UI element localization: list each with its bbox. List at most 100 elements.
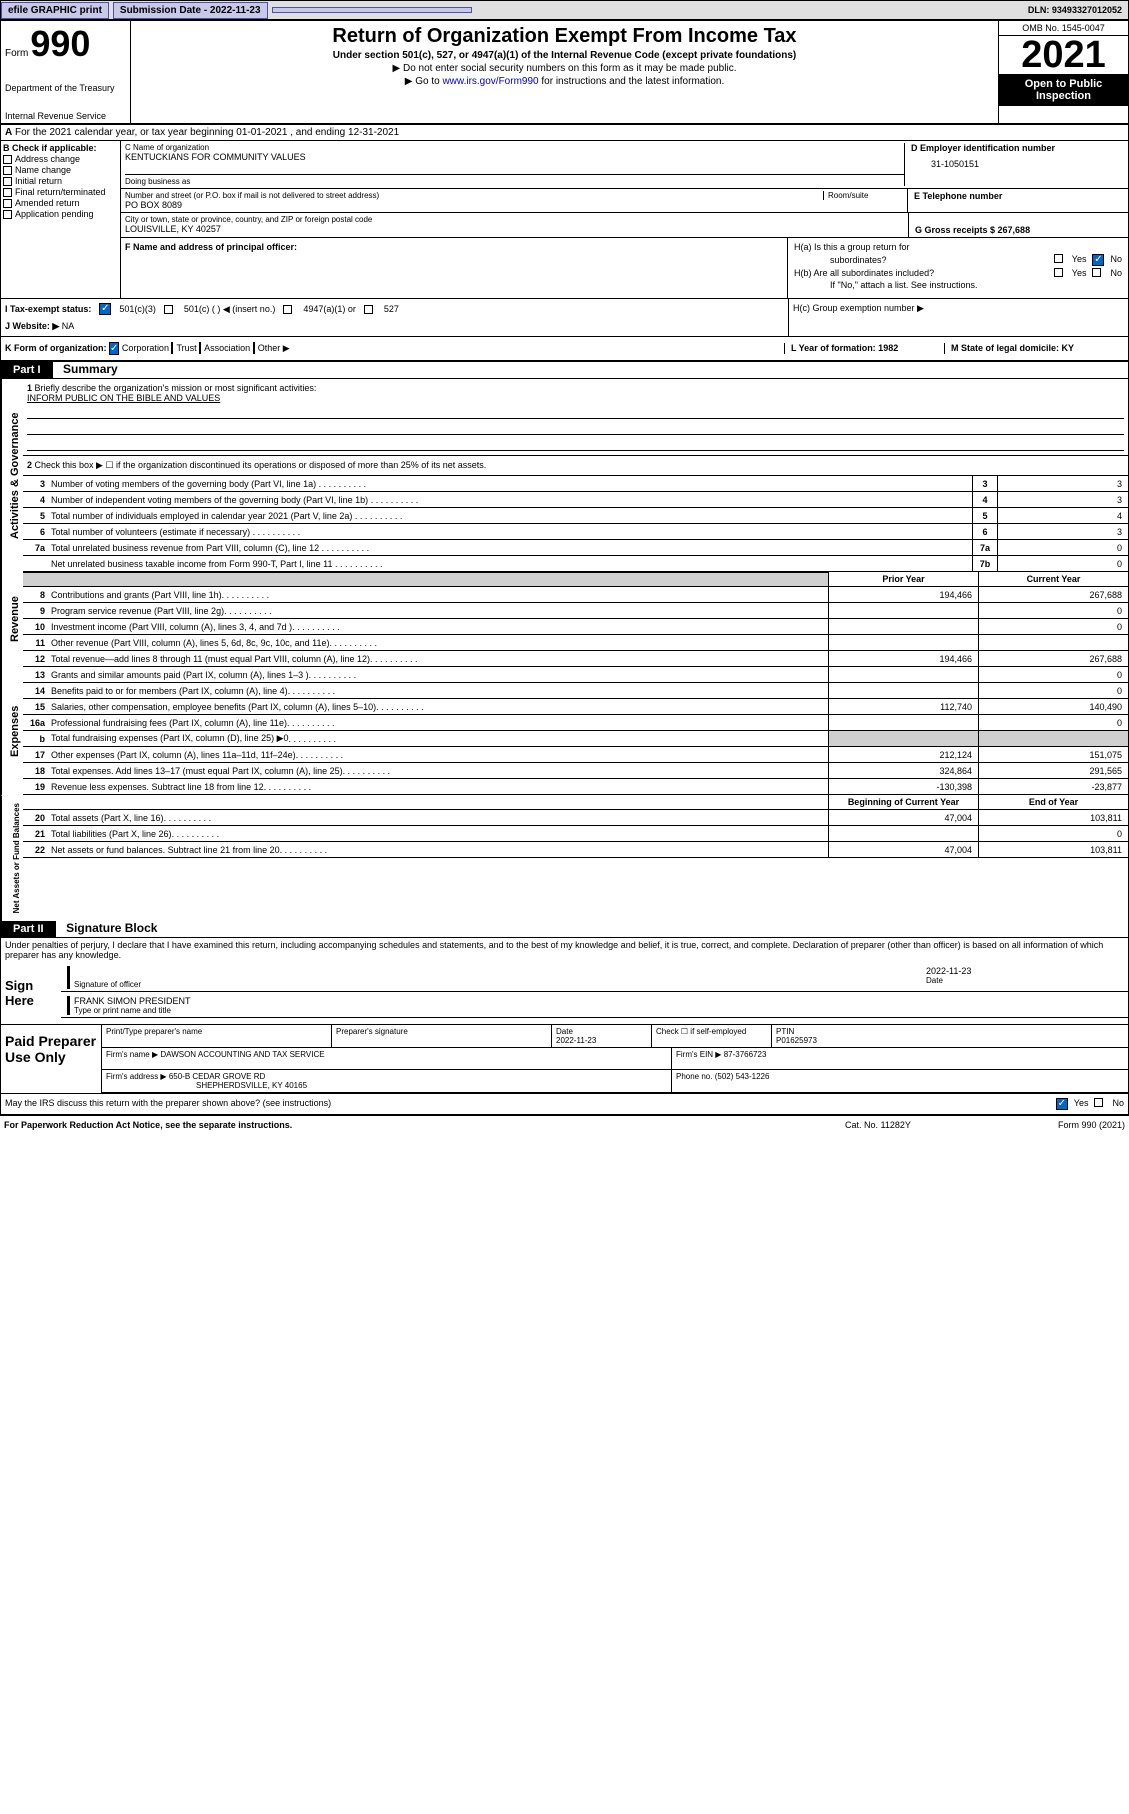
hc-label: H(c) Group exemption number ▶ xyxy=(793,303,1124,314)
part1-title: Summary xyxy=(63,362,118,376)
ha-no[interactable]: ✓ xyxy=(1092,254,1104,266)
a-prefix: A xyxy=(5,127,12,138)
firm-addr-label: Firm's address ▶ xyxy=(106,1072,167,1081)
prior-val: 47,004 xyxy=(828,810,978,825)
pt-date-label: Date xyxy=(556,1027,573,1036)
dba-label: Doing business as xyxy=(125,174,904,186)
efile-button[interactable]: efile GRAPHIC print xyxy=(1,2,109,19)
ha-yes[interactable] xyxy=(1054,254,1063,263)
submission-button[interactable]: Submission Date - 2022-11-23 xyxy=(113,2,268,19)
instr2-pre: Go to xyxy=(415,76,442,87)
curr-val xyxy=(978,731,1128,746)
ptin: P01625973 xyxy=(776,1036,817,1045)
e-label: E Telephone number xyxy=(914,191,1122,201)
topbar: efile GRAPHIC print Submission Date - 20… xyxy=(0,0,1129,20)
part2-header: Part II Signature Block xyxy=(1,921,1128,938)
dept-label: Department of the Treasury xyxy=(5,83,126,93)
cb-4947[interactable] xyxy=(283,305,292,314)
sign-here-label: Sign Here xyxy=(1,962,61,1024)
cb-amended[interactable] xyxy=(3,199,12,208)
j-val: NA xyxy=(62,321,75,331)
side-netassets: Net Assets or Fund Balances xyxy=(1,795,23,921)
line-text: Total revenue—add lines 8 through 11 (mu… xyxy=(51,651,828,666)
main-title: Return of Organization Exempt From Incom… xyxy=(135,25,994,48)
form-word: Form xyxy=(5,48,28,59)
prior-val: 194,466 xyxy=(828,651,978,666)
num-box: 3 xyxy=(972,476,998,491)
val-box: 3 xyxy=(998,492,1128,507)
curr-val: 267,688 xyxy=(978,651,1128,666)
line-text: Grants and similar amounts paid (Part IX… xyxy=(51,667,828,682)
prior-val xyxy=(828,667,978,682)
part1-header: Part I Summary xyxy=(1,362,1128,379)
cb-final-label: Final return/terminated xyxy=(15,187,106,197)
c-label: C Name of organization xyxy=(125,143,904,152)
cb-501c[interactable] xyxy=(164,305,173,314)
cb-other[interactable] xyxy=(253,342,255,354)
cb-trust[interactable] xyxy=(171,342,173,354)
prior-val: 194,466 xyxy=(828,587,978,602)
part2-label: Part II xyxy=(1,921,56,937)
cb-assoc[interactable] xyxy=(199,342,201,354)
irs-label: Internal Revenue Service xyxy=(5,111,126,121)
sig-date-label: Date xyxy=(926,976,1126,985)
i-label: I Tax-exempt status: xyxy=(5,304,91,314)
line-text: Professional fundraising fees (Part IX, … xyxy=(51,715,828,730)
may-yes[interactable]: ✓ xyxy=(1056,1098,1068,1110)
may-irs-text: May the IRS discuss this return with the… xyxy=(5,1098,331,1110)
room-label: Room/suite xyxy=(823,191,903,200)
section-bcdefg: B Check if applicable: Address change Na… xyxy=(1,141,1128,299)
line-text: Other revenue (Part VIII, column (A), li… xyxy=(51,635,828,650)
firm-name-label: Firm's name ▶ xyxy=(106,1050,158,1059)
side-governance: Activities & Governance xyxy=(1,379,23,572)
ha-label: H(a) Is this a group return for xyxy=(794,242,910,252)
hb-no[interactable] xyxy=(1092,268,1101,277)
k-label: K Form of organization: xyxy=(5,343,107,353)
row-k: K Form of organization: ✓ Corporation Tr… xyxy=(1,337,1128,362)
instr2-link[interactable]: www.irs.gov/Form990 xyxy=(442,76,538,87)
header-row: Form 990 Department of the Treasury Inte… xyxy=(1,21,1128,125)
footer-left: For Paperwork Reduction Act Notice, see … xyxy=(4,1120,845,1130)
cb-initial[interactable] xyxy=(3,177,12,186)
val-box: 0 xyxy=(998,556,1128,571)
line-num: 13 xyxy=(23,667,51,682)
cb-app[interactable] xyxy=(3,210,12,219)
line-num: 9 xyxy=(23,603,51,618)
cb-final[interactable] xyxy=(3,188,12,197)
section-expenses: Expenses 13Grants and similar amounts pa… xyxy=(1,667,1128,795)
curr-val xyxy=(978,635,1128,650)
pt-date: 2022-11-23 xyxy=(556,1036,596,1045)
may-irs-row: May the IRS discuss this return with the… xyxy=(1,1093,1128,1114)
firm-city: SHEPHERDSVILLE, KY 40165 xyxy=(196,1081,307,1090)
sig-officer-label: Signature of officer xyxy=(74,980,926,989)
cb-name[interactable] xyxy=(3,166,12,175)
curr-val: 151,075 xyxy=(978,747,1128,762)
phone: (502) 543-1226 xyxy=(715,1072,770,1081)
may-no[interactable] xyxy=(1094,1098,1103,1107)
ha2-label: subordinates? xyxy=(830,255,887,265)
sig-declaration: Under penalties of perjury, I declare th… xyxy=(1,938,1128,962)
row-a: A For the 2021 calendar year, or tax yea… xyxy=(1,125,1128,141)
phone-label: Phone no. xyxy=(676,1072,712,1081)
side-expenses: Expenses xyxy=(1,667,23,795)
cb-527[interactable] xyxy=(364,305,373,314)
num-box: 4 xyxy=(972,492,998,507)
d-label: D Employer identification number xyxy=(911,143,1124,153)
cb-501c3[interactable]: ✓ xyxy=(99,303,111,315)
header-center: Return of Organization Exempt From Incom… xyxy=(131,21,998,123)
mission-text: INFORM PUBLIC ON THE BIBLE AND VALUES xyxy=(27,393,1124,403)
sig-name: FRANK SIMON PRESIDENT xyxy=(74,996,1126,1006)
prior-val xyxy=(828,635,978,650)
city-label: City or town, state or province, country… xyxy=(125,215,904,224)
tax-year: 2021 xyxy=(999,36,1128,74)
addr-label: Number and street (or P.O. box if mail i… xyxy=(125,191,823,200)
cb-address[interactable] xyxy=(3,155,12,164)
hb-yes[interactable] xyxy=(1054,268,1063,277)
prior-val xyxy=(828,826,978,841)
line-text: Investment income (Part VIII, column (A)… xyxy=(51,619,828,634)
m-label: M State of legal domicile: KY xyxy=(951,343,1074,353)
f-label: F Name and address of principal officer: xyxy=(125,242,783,252)
line-num: 19 xyxy=(23,779,51,794)
cb-corp[interactable]: ✓ xyxy=(109,342,119,355)
line-text: Total number of individuals employed in … xyxy=(51,509,972,523)
